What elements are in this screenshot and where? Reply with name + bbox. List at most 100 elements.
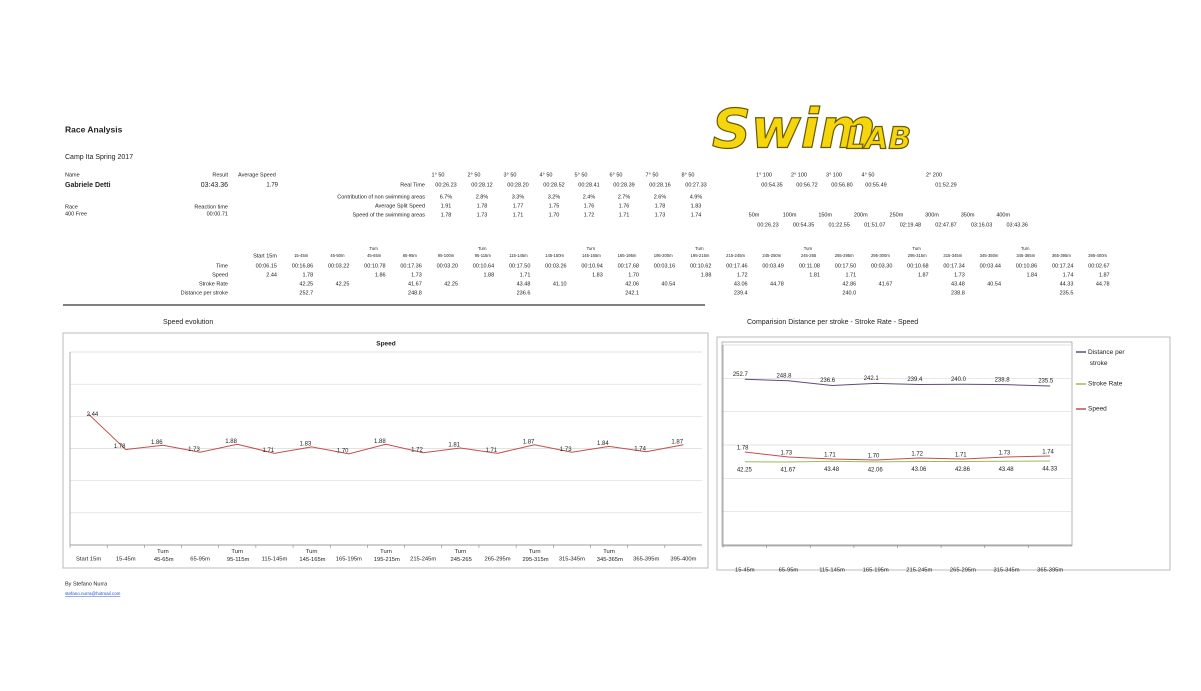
split-cell: 00:28.41 — [578, 182, 599, 188]
segment-cell: 42.86 — [842, 281, 856, 287]
segment-cell: 2.44 — [266, 272, 277, 278]
segment-cell: 41.10 — [553, 281, 567, 287]
segment-header: Turn 95-115m — [474, 246, 492, 258]
split-cell: 1.91 — [441, 203, 452, 209]
logo-accent: LAB — [846, 122, 911, 157]
plot-frame — [721, 341, 1073, 547]
report-title: Race Analysis — [65, 124, 123, 134]
segment-cell: 42.25 — [299, 281, 313, 287]
split-cell: 2.7% — [618, 194, 631, 200]
cumulative-cell: 03:16.03 — [971, 222, 992, 228]
segment-cell: 1.88 — [701, 272, 712, 278]
x-tick-label: 315-345m — [994, 568, 1020, 574]
split-header: 1° 100 — [756, 172, 772, 178]
data-label: 42.25 — [737, 467, 753, 473]
segment-cell: 240.0 — [842, 290, 856, 296]
data-label: 1.73 — [780, 451, 792, 457]
data-label: 43.48 — [824, 467, 840, 473]
race: 400 Free — [65, 211, 87, 217]
segment-header: Turn 45-65m — [366, 246, 382, 258]
data-label: 43.48 — [999, 467, 1015, 473]
data-label: 248.8 — [776, 373, 792, 379]
segment-cell: 1.74 — [1063, 272, 1074, 278]
segment-cell: 1.84 — [1026, 272, 1037, 278]
x-tick-label: 165-195m — [336, 557, 362, 563]
logo-main: Swim — [712, 98, 876, 161]
cumulative-cell: 02:47.87 — [935, 222, 956, 228]
data-label: 1.70 — [868, 454, 880, 460]
x-tick-label: 215-245m — [410, 557, 436, 563]
segment-cell: 1.87 — [918, 272, 929, 278]
split-cell: 1.78 — [655, 203, 666, 209]
section-title: Speed evolution — [163, 319, 213, 326]
legend-label: Stroke Rate — [1088, 381, 1123, 388]
split-header: 6° 50 — [610, 172, 623, 178]
segment-cell: 00:10.64 — [473, 263, 494, 269]
segment-cell: 00:17.50 — [835, 263, 856, 269]
split-cell: 01:52.29 — [935, 182, 956, 188]
split-header: 1° 50 — [432, 172, 445, 178]
result: 03:43.36 — [201, 182, 228, 189]
segment-cell: 40.54 — [661, 281, 675, 287]
data-label: 41.67 — [780, 468, 796, 474]
segment-cell: 00:03.30 — [871, 263, 892, 269]
split-cell: 00:28.16 — [649, 182, 670, 188]
split-cell: 4.9% — [690, 194, 703, 200]
x-tick-label: 315-345m — [559, 557, 585, 563]
split-header: 2° 50 — [468, 172, 481, 178]
segment-header: 245-250m — [762, 253, 781, 258]
segment-cell: 1.72 — [737, 272, 748, 278]
segment-cell: 1.70 — [628, 272, 639, 278]
row-label: Real Time — [400, 182, 425, 188]
split-cell: 2.8% — [476, 194, 489, 200]
data-label: 1.73 — [560, 447, 572, 453]
row-label: Contribution of non swimming areas — [337, 194, 425, 200]
segment-header: Turn 345-365m — [1015, 246, 1036, 258]
segment-cell: 00:03.44 — [980, 263, 1001, 269]
segment-header: 195-200m — [654, 253, 673, 258]
data-label: 1.87 — [671, 439, 683, 445]
segment-cell: 42.25 — [336, 281, 350, 287]
split-cell: 1.73 — [477, 212, 488, 218]
segment-cell: 00:10.78 — [364, 263, 385, 269]
segment-header: 115-145m — [509, 253, 528, 258]
segment-header: 265-295m — [835, 253, 854, 258]
data-label: 1.88 — [374, 439, 386, 445]
split-cell: 1.74 — [691, 212, 702, 218]
split-cell: 00:56.80 — [831, 182, 852, 188]
segment-cell: 40.54 — [987, 281, 1001, 287]
segment-cell: 00:10.86 — [1016, 263, 1037, 269]
reaction-time: 00:00.71 — [207, 211, 228, 217]
row-label: Stroke Rate — [199, 281, 228, 287]
split-cell: 1.70 — [549, 212, 560, 218]
cumulative-cell: 03:43.36 — [1006, 222, 1027, 228]
x-tick-label: 115-145m — [262, 557, 288, 563]
split-cell: 1.83 — [691, 203, 702, 209]
split-cell: 3.3% — [512, 194, 525, 200]
x-tick-label: 15-45m — [116, 557, 136, 563]
email-link[interactable]: stefano.nurra@hotmail.com — [65, 591, 121, 596]
x-tick-label: 165-195m — [863, 568, 889, 574]
cumulative-header: 100m — [783, 212, 797, 218]
segment-cell: 00:06.15 — [256, 263, 277, 269]
segment-cell: 00:10.68 — [907, 263, 928, 269]
chart-frame — [716, 336, 1171, 571]
split-header: 2° 200 — [926, 172, 942, 178]
field-label: Race — [65, 204, 78, 210]
x-tick-label: Start 15m — [76, 557, 101, 563]
split-cell: 00:28.20 — [507, 182, 528, 188]
legend-label: Distance per stroke — [1088, 349, 1125, 367]
field-label: Average Speed — [238, 172, 276, 178]
athlete-name: Gabriele Detti — [65, 182, 111, 189]
cumulative-header: 350m — [961, 212, 975, 218]
split-cell: 00:28.39 — [613, 182, 634, 188]
split-cell: 1.78 — [477, 203, 488, 209]
split-header: 7° 50 — [646, 172, 659, 178]
segment-cell: 1.73 — [411, 272, 422, 278]
segment-cell: 1.71 — [520, 272, 531, 278]
data-label: 1.78 — [737, 446, 749, 452]
data-line — [744, 451, 1051, 461]
data-label: 1.78 — [114, 444, 126, 450]
segment-header: 295-300m — [871, 253, 890, 258]
